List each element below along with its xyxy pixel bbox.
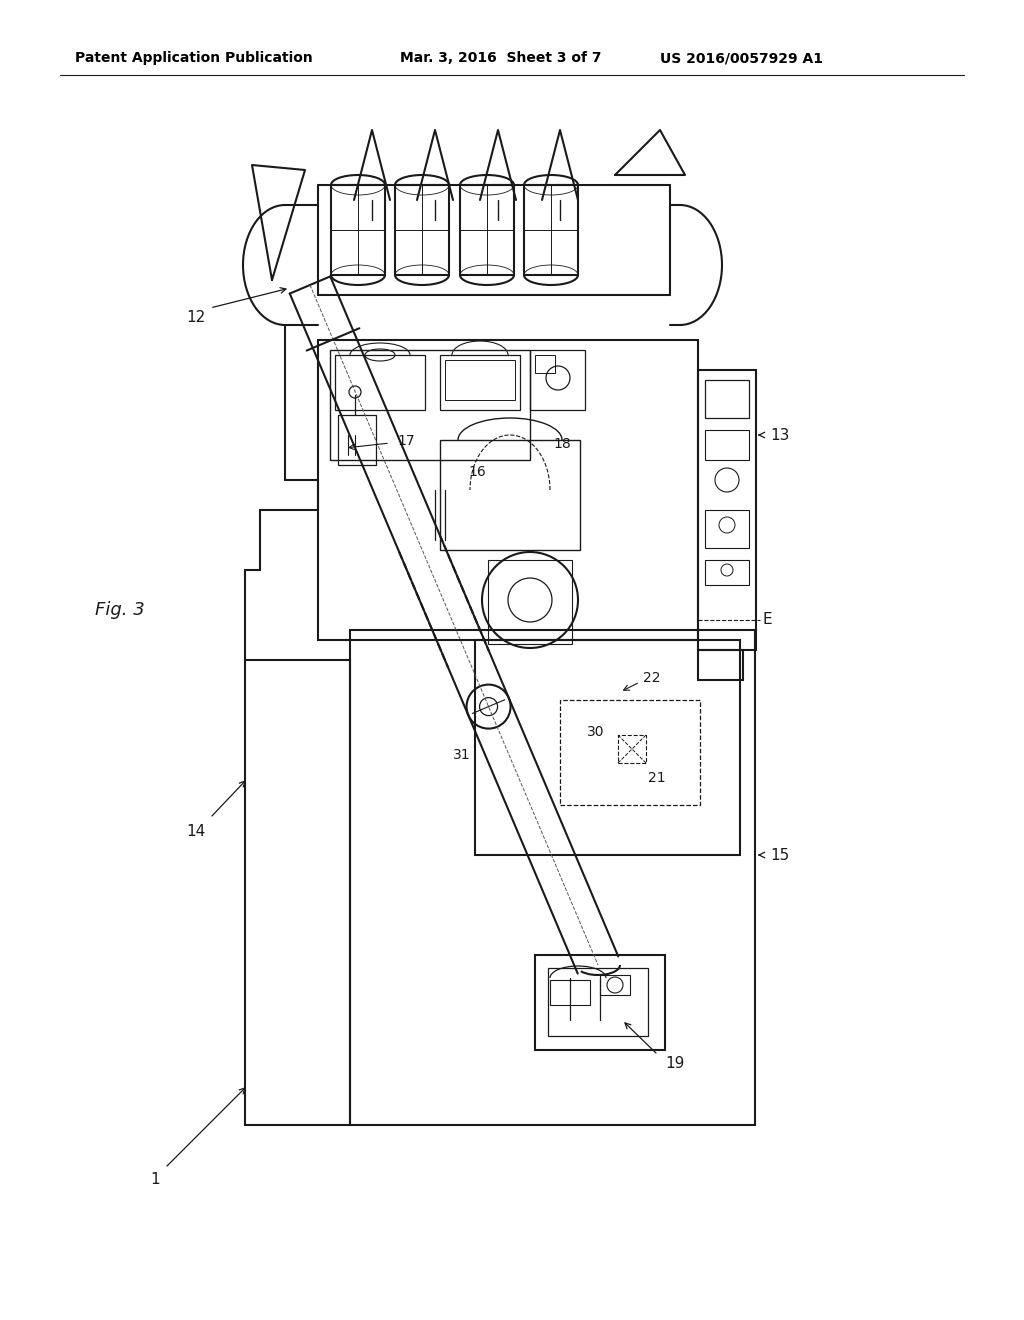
- Text: 1: 1: [151, 1172, 160, 1188]
- Bar: [524, 185, 578, 275]
- Text: 16: 16: [468, 465, 485, 479]
- Text: 18: 18: [553, 437, 570, 451]
- Bar: [330, 350, 530, 459]
- Bar: [440, 355, 520, 411]
- Text: US 2016/0057929 A1: US 2016/0057929 A1: [660, 51, 823, 65]
- Bar: [705, 560, 749, 585]
- Text: 19: 19: [665, 1056, 684, 1071]
- Text: 13: 13: [770, 428, 790, 442]
- Text: Fig. 3: Fig. 3: [95, 601, 144, 619]
- Bar: [338, 414, 376, 465]
- Bar: [395, 185, 449, 275]
- Text: 22: 22: [643, 671, 660, 685]
- Text: 31: 31: [453, 748, 471, 762]
- Text: E: E: [763, 612, 773, 627]
- Bar: [350, 630, 755, 1125]
- Bar: [245, 660, 350, 1125]
- Bar: [550, 979, 590, 1005]
- Text: 15: 15: [770, 847, 790, 862]
- Bar: [475, 640, 740, 855]
- Bar: [705, 430, 749, 459]
- Bar: [318, 341, 698, 640]
- Text: Patent Application Publication: Patent Application Publication: [75, 51, 312, 65]
- Text: 12: 12: [186, 310, 206, 326]
- Bar: [698, 370, 756, 649]
- Bar: [535, 954, 665, 1049]
- Bar: [618, 735, 646, 763]
- Bar: [698, 649, 743, 680]
- Bar: [488, 560, 572, 644]
- Text: 14: 14: [186, 825, 206, 840]
- Bar: [460, 185, 514, 275]
- Bar: [705, 510, 749, 548]
- Bar: [535, 355, 555, 374]
- Text: Mar. 3, 2016  Sheet 3 of 7: Mar. 3, 2016 Sheet 3 of 7: [400, 51, 601, 65]
- Bar: [335, 355, 425, 411]
- Bar: [530, 350, 585, 411]
- Bar: [548, 968, 648, 1036]
- Bar: [705, 380, 749, 418]
- Bar: [600, 975, 630, 995]
- Text: 21: 21: [648, 771, 666, 785]
- Bar: [440, 440, 580, 550]
- Text: 17: 17: [397, 434, 415, 447]
- Text: 30: 30: [587, 725, 604, 739]
- Bar: [331, 185, 385, 275]
- Bar: [560, 700, 700, 805]
- Bar: [445, 360, 515, 400]
